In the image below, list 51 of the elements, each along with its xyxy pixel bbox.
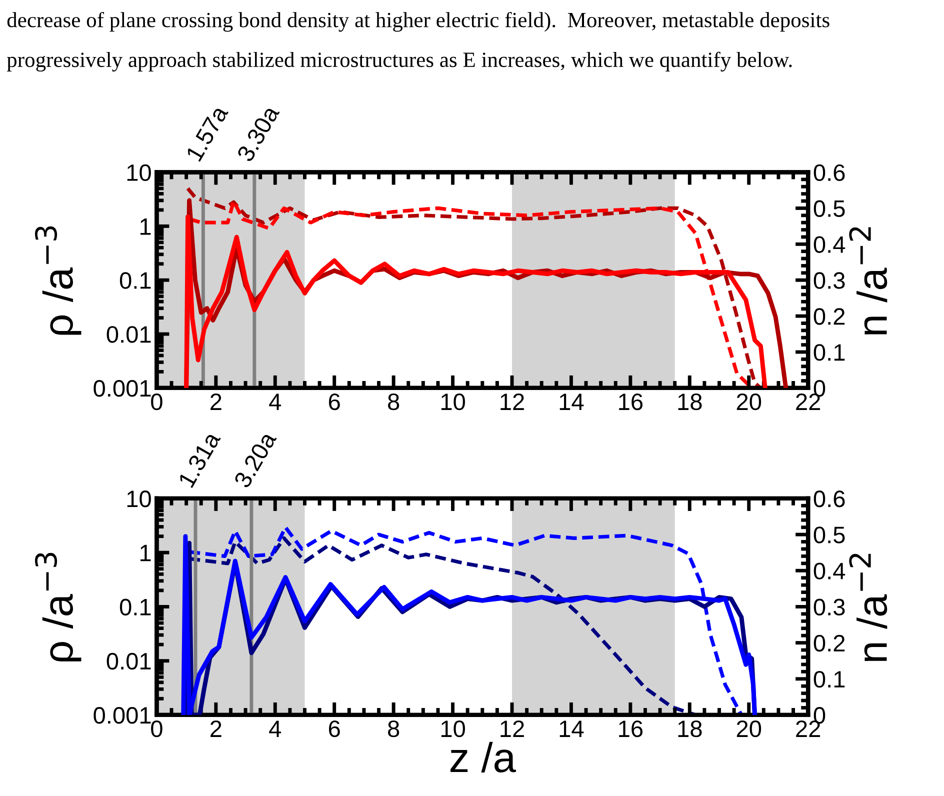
y-tick-label: 0.001	[94, 380, 151, 397]
x-tick-label: 16	[619, 720, 643, 738]
text: decrease of plane crossing bond density at higher electric field). Moreover, metastable deposits	[7, 12, 830, 32]
x-tick-label: 8	[388, 393, 400, 410]
x-tick-label: 12	[500, 393, 524, 410]
y-tick-label: 10	[127, 164, 151, 182]
y-axis-title: ρ /a$^{−3}$	[34, 226, 82, 335]
y2-tick-label: 0.1	[814, 670, 845, 688]
x-tick-label: 14	[560, 394, 584, 410]
y-tick-label: 0.1	[120, 272, 151, 289]
x-tick-label: 12	[500, 720, 524, 737]
x-tick-label: 10	[441, 393, 465, 410]
x-tick-label: 2	[210, 393, 222, 410]
x-tick-label: 4	[269, 720, 282, 737]
y2-axis-title: n /a$^{−2}$	[849, 554, 888, 662]
x-tick-label: 6	[328, 720, 340, 738]
x-tick-label: 2	[210, 720, 222, 737]
x-axis-title: z /a	[450, 742, 516, 772]
y2-tick-label: 0.6	[814, 490, 845, 508]
x-tick-label: 18	[678, 393, 702, 410]
y-tick-label: 0.001	[94, 707, 151, 724]
y2-tick-label: 0.5	[814, 526, 845, 544]
x-tick-label: 20	[736, 393, 762, 410]
x-tick-label: 8	[388, 720, 400, 738]
x-tick-label: 4	[269, 394, 282, 410]
y2-tick-label: 0.6	[814, 164, 845, 182]
x-tick-label: 16	[619, 393, 643, 410]
x-tick-label: 6	[328, 393, 340, 410]
y2-tick-label: 0.2	[814, 634, 845, 652]
x-tick-label: 18	[678, 720, 702, 738]
y2-tick-label: 0.3	[814, 272, 845, 289]
y2-tick-label: 0.1	[814, 344, 845, 361]
x-tick-label: 10	[441, 720, 465, 738]
y2-tick-label: 0.2	[814, 308, 845, 325]
text: progressively approach stabilized microstructures as E increases, which we quantify below.	[6, 52, 792, 72]
y-tick-label: 0.01	[106, 326, 151, 343]
y-tick-label: 0.1	[120, 598, 151, 616]
y-tick-label: 0.01	[106, 652, 151, 670]
y-axis-title: ρ /a$^{−3}$	[34, 552, 82, 662]
x-tick-label: 0	[151, 393, 162, 410]
y2-tick-label: 0.5	[814, 200, 845, 217]
y-tick-label: 1	[140, 218, 151, 235]
y2-tick-label: 0.4	[814, 236, 846, 253]
y2-axis-title: n /a$^{−2}$	[849, 227, 888, 334]
y-tick-label: 10	[127, 490, 151, 508]
x-tick-label: 20	[736, 720, 762, 738]
x-tick-label: 0	[151, 720, 162, 738]
y2-tick-label: 0.3	[814, 598, 845, 616]
y2-tick-label: 0.4	[814, 562, 846, 580]
x-tick-label: 14	[560, 720, 584, 737]
y-tick-label: 1	[140, 544, 151, 562]
